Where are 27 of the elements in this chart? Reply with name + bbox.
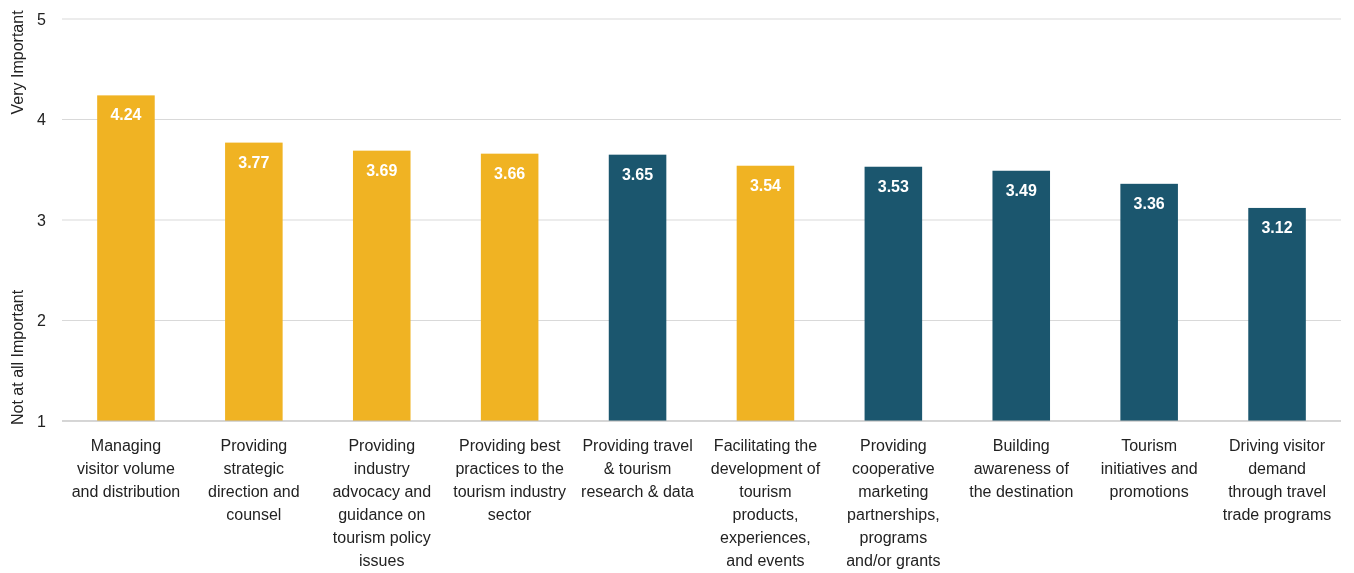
y-tick-label: 3 [37,211,47,229]
data-label: 4.24 [110,106,142,124]
text: Not at all Important [9,289,26,425]
y-tick-label: 4 [37,111,47,129]
y-tick-label: 2 [37,312,47,330]
x-tick-label: Providing strategic direction and counsel [208,437,300,523]
data-label: 3.65 [621,165,654,183]
data-label: 3.53 [877,177,910,195]
x-tick-label: Building awareness of the destination [969,437,1074,500]
data-label: 3.12 [1261,218,1293,236]
x-tick-label: Driving visitor demand through travel trade programs [1222,437,1332,523]
x-tick-label: Facilitating the development of tourism products, experiences, and events [710,437,821,569]
y-tick-label: 1 [37,412,47,430]
text: Very Important [9,9,26,115]
data-label: 3.49 [1005,181,1037,199]
data-label: 3.69 [366,161,398,179]
x-tick-label: Providing best practices to the tourism industry sector [453,437,567,523]
x-tick-label: Providing industry advocacy and guidance on tourism policy issues [332,437,432,569]
x-tick-label: Tourism initiatives and promotions [1100,437,1198,500]
x-tick-label: Providing travel & tourism research & data [581,437,695,500]
data-label: 3.54 [749,176,782,194]
data-label: 3.66 [494,164,526,182]
y-tick-label: 5 [37,10,47,28]
x-tick-label: Managing visitor volume and distribution [71,437,181,500]
data-label: 3.77 [238,153,270,171]
data-label: 3.36 [1133,194,1165,212]
x-tick-label: Providing cooperative marketing partnerships, programs and/or grants [846,437,941,569]
